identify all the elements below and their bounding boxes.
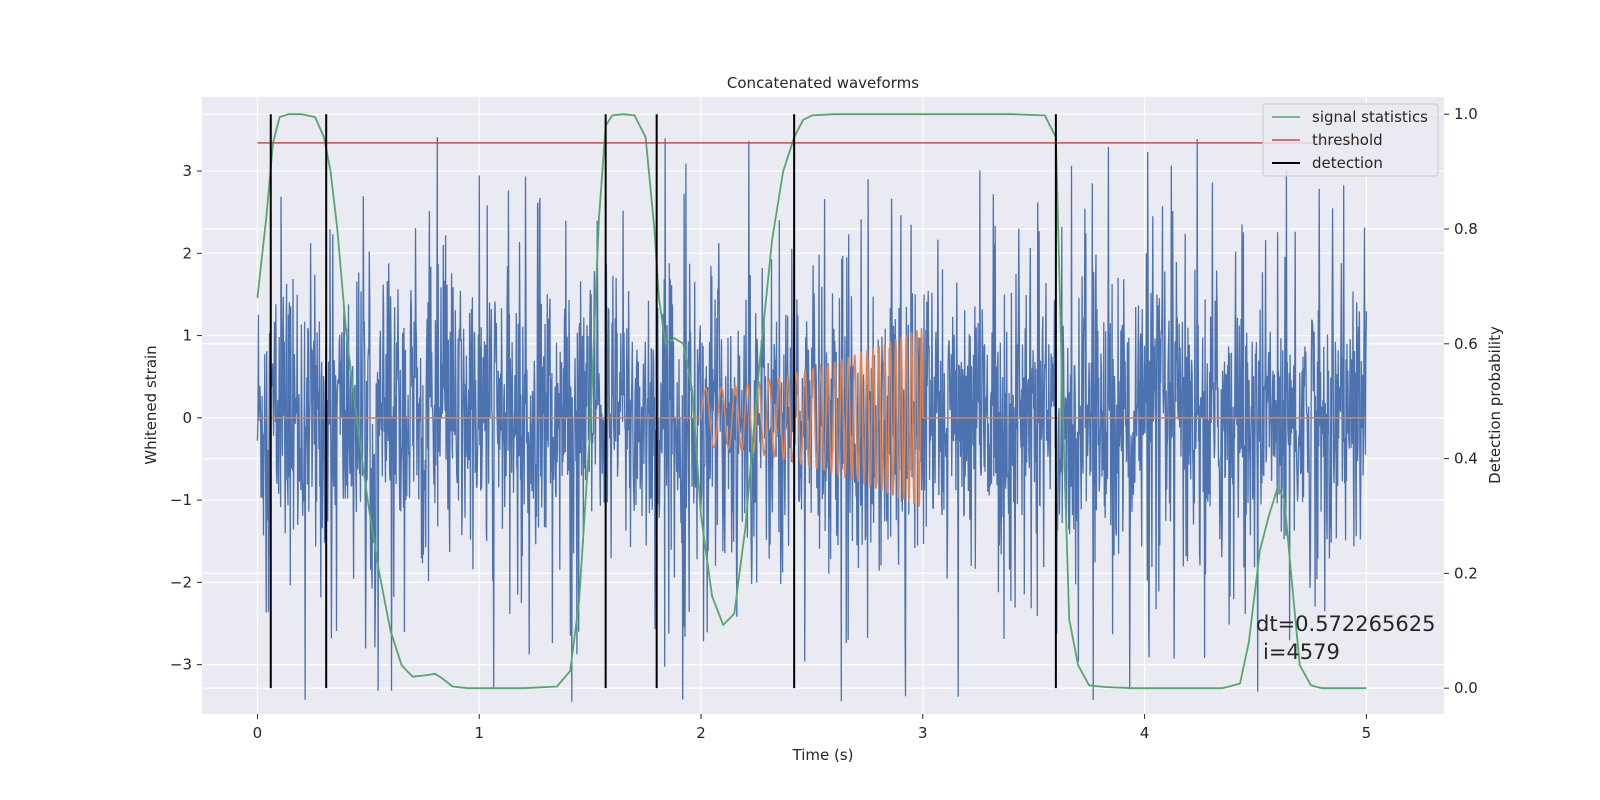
annotation-index: i=4579 (1263, 640, 1340, 664)
x-tick-label-2: 2 (696, 724, 706, 742)
y-right-tick-label-3: 0.6 (1454, 335, 1478, 353)
legend: signal statistics threshold detection (1262, 103, 1439, 177)
y-right-tick-label-2: 0.4 (1454, 450, 1478, 468)
annotation-dt: dt=0.572265625 (1256, 612, 1435, 636)
legend-label-detection: detection (1312, 154, 1383, 172)
y-right-tick-label-1: 0.2 (1454, 564, 1478, 582)
y-left-tick-label-3: 0 (182, 409, 192, 427)
data-series (256, 113, 1368, 702)
x-tick-label-5: 5 (1362, 724, 1372, 742)
axis-ticks: 0 1 2 3 4 5 −3 −2 −1 0 1 2 3 0.0 0.2 0.4 0.6 0.8 1.0 (170, 105, 1478, 742)
y-right-tick-label-0: 0.0 (1454, 679, 1478, 697)
y-left-tick-label-5: 2 (182, 244, 192, 262)
y-left-tick-label-1: −2 (170, 573, 192, 591)
series-signal-statistics (256, 113, 1367, 690)
y-axis-label-right: Detection probability (1486, 326, 1504, 484)
legend-label-signal-statistics: signal statistics (1312, 108, 1428, 126)
y-axis-label-left: Whitened strain (142, 345, 160, 464)
legend-frame (1262, 103, 1439, 177)
x-axis-label: Time (s) (792, 746, 854, 764)
x-tick-label-0: 0 (253, 724, 263, 742)
legend-label-threshold: threshold (1312, 131, 1383, 149)
x-tick-label-3: 3 (918, 724, 928, 742)
y-left-tick-label-2: −1 (170, 491, 192, 509)
x-tick-label-4: 4 (1140, 724, 1150, 742)
chart-title: Concatenated waveforms (727, 74, 919, 92)
y-right-tick-label-5: 1.0 (1454, 105, 1478, 123)
y-right-tick-label-4: 0.8 (1454, 220, 1478, 238)
series-injected-waveform (257, 327, 1367, 507)
y-left-tick-label-4: 1 (182, 327, 192, 345)
x-tick-label-1: 1 (474, 724, 484, 742)
y-left-tick-label-6: 3 (182, 162, 192, 180)
y-left-tick-label-0: −3 (170, 656, 192, 674)
